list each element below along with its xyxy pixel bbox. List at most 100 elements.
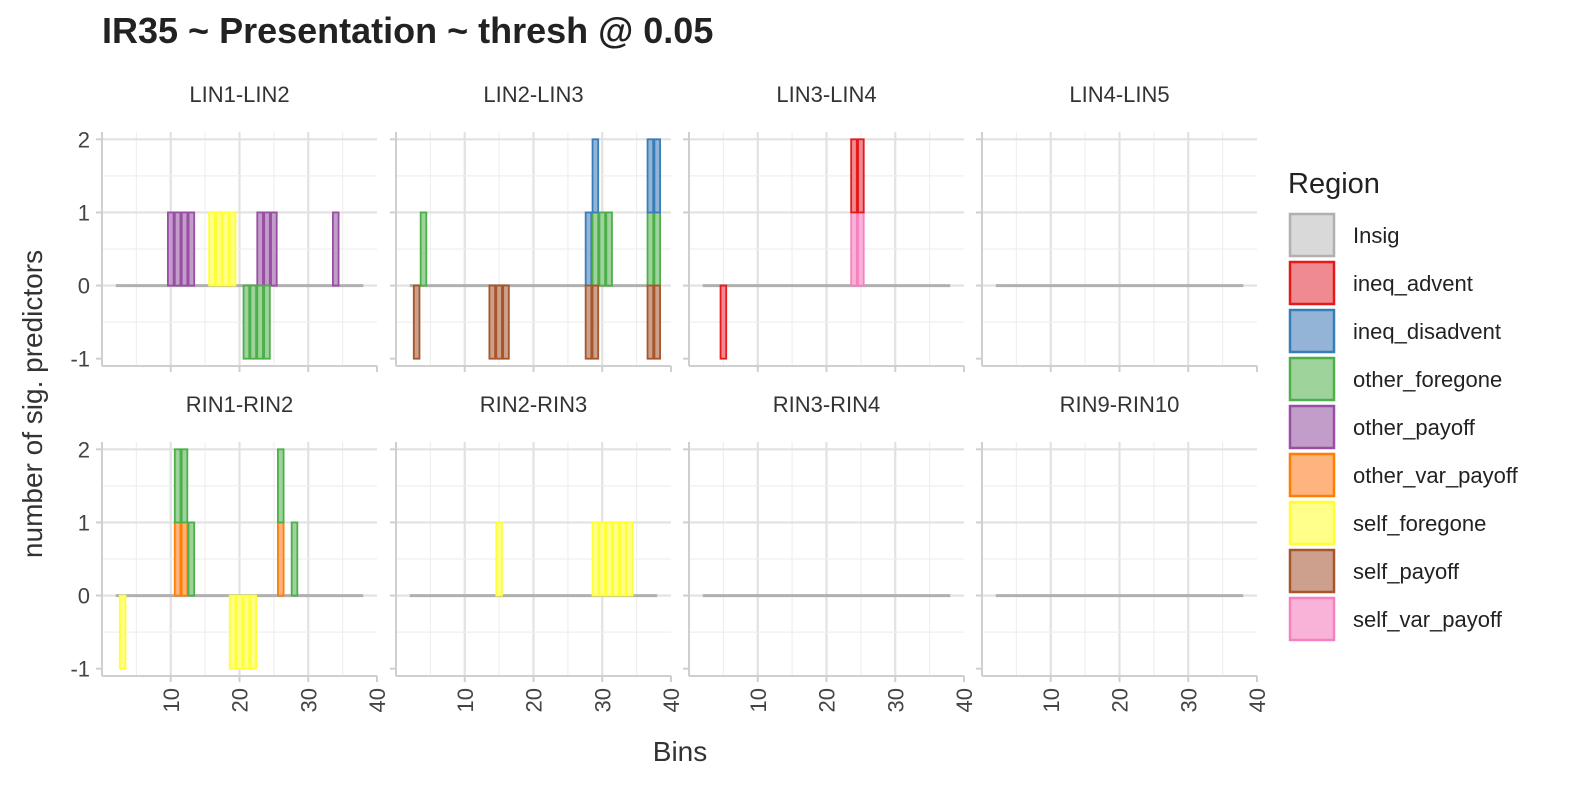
panels-layer: LIN1-LIN2 -1 0 1 2 LIN2-LIN3 LIN3-LIN4 LIN4-LIN… — [70, 82, 1270, 712]
bar-self_foregone-bin-18 — [222, 211, 230, 287]
bar-self_var_payoff-bin-24 — [850, 211, 858, 287]
legend-item-self_foregone: self_foregone — [1288, 500, 1486, 546]
bar-self_foregone-bin-15 — [495, 521, 503, 597]
panel-strip-label: RIN1-RIN2 — [186, 392, 294, 417]
legend-title: Region — [1288, 168, 1380, 200]
bar-self_foregone-bin-29 — [591, 521, 600, 597]
y-tick-label: 1 — [78, 200, 90, 225]
panel-rin3-rin4: RIN3-RIN4 10 20 30 40 — [683, 392, 977, 712]
bar-other_foregone-bin-21 — [242, 284, 251, 360]
legend: Insig ineq_advent ineq_disadvent other_fore… — [1288, 212, 1519, 642]
legend-item-other_foregone: other_foregone — [1288, 356, 1502, 402]
bar-other_foregone-bin-26 — [277, 448, 285, 524]
bar-self_foregone-bin-19 — [228, 211, 237, 287]
bar-ineq_advent-bin-5 — [719, 284, 728, 360]
x-tick-label: 10 — [159, 688, 184, 712]
bar-self_foregone-bin-17 — [215, 211, 223, 287]
panel-strip-label: RIN2-RIN3 — [480, 392, 588, 417]
panel-lin4-lin5: LIN4-LIN5 — [976, 82, 1258, 372]
x-tick-label: 10 — [1039, 688, 1064, 712]
bar-other_payoff-bin-10 — [167, 211, 175, 287]
legend-key — [1288, 500, 1336, 546]
x-tick-label: 20 — [228, 688, 253, 712]
panel-strip-label: RIN9-RIN10 — [1060, 392, 1180, 417]
y-tick-label: 0 — [78, 274, 90, 299]
bar-self_var_payoff-bin-25 — [857, 211, 865, 287]
bar-other_foregone-bin-24 — [263, 284, 271, 360]
bar-ineq_advent-bin-24 — [850, 138, 858, 214]
bar-other_foregone-bin-30 — [598, 211, 606, 287]
bar-other_foregone-bin-23 — [256, 284, 264, 360]
x-tick-label: 40 — [659, 688, 684, 712]
legend-label: self_payoff — [1353, 559, 1460, 584]
legend-item-other_var_payoff: other_var_payoff — [1288, 452, 1519, 498]
bar-other_foregone-bin-28 — [290, 521, 299, 597]
bar-self_payoff-bin-37 — [646, 284, 655, 360]
legend-key — [1288, 596, 1336, 642]
bar-self_foregone-bin-20 — [235, 594, 244, 670]
panel-rin9-rin10: RIN9-RIN10 10 20 30 40 — [976, 392, 1270, 712]
bar-other_foregone-bin-38 — [653, 211, 661, 287]
bar-other_payoff-bin-34 — [332, 211, 340, 287]
chart-title: IR35 ~ Presentation ~ thresh @ 0.05 — [102, 10, 714, 51]
legend-key — [1288, 212, 1336, 258]
legend-label: Insig — [1353, 223, 1399, 248]
panel-strip-label: LIN1-LIN2 — [189, 82, 289, 107]
bar-other_var_payoff-bin-12 — [180, 521, 189, 597]
bar-other_payoff-bin-12 — [180, 211, 189, 287]
bar-ineq_disadvent-bin-29 — [591, 138, 600, 214]
legend-item-self_payoff: self_payoff — [1288, 548, 1460, 594]
panel-lin3-lin4: LIN3-LIN4 — [683, 82, 965, 372]
bar-ineq_advent-bin-25 — [857, 138, 865, 214]
legend-label: self_foregone — [1353, 511, 1486, 536]
bar-ineq_disadvent-bin-37 — [646, 138, 655, 214]
bar-self_foregone-bin-34 — [626, 521, 634, 597]
legend-item-self_var_payoff: self_var_payoff — [1288, 596, 1503, 642]
legend-label: other_payoff — [1353, 415, 1476, 440]
panel-lin2-lin3: LIN2-LIN3 — [390, 82, 672, 372]
y-tick-label: 2 — [78, 437, 90, 462]
y-tick-label: -1 — [70, 657, 90, 682]
legend-key — [1288, 452, 1336, 498]
x-axis-title: Bins — [653, 736, 707, 767]
gridlines — [982, 442, 1257, 676]
legend-key — [1288, 548, 1336, 594]
y-tick-label: 2 — [78, 127, 90, 152]
bar-self_payoff-bin-28 — [584, 284, 593, 360]
bar-self_foregone-bin-30 — [598, 521, 606, 597]
y-axis-title: number of sig. predictors — [17, 250, 48, 558]
bar-other_foregone-bin-13 — [187, 521, 196, 597]
gridlines — [982, 132, 1257, 366]
bar-other_payoff-bin-13 — [187, 211, 196, 287]
bar-self_payoff-bin-3 — [412, 284, 421, 360]
x-tick-label: 40 — [1245, 688, 1270, 712]
bar-other_payoff-bin-24 — [263, 211, 271, 287]
legend-item-ineq_disadvent: ineq_disadvent — [1288, 308, 1501, 354]
y-tick-label: 1 — [78, 510, 90, 535]
legend-item-ineq_advent: ineq_advent — [1288, 260, 1473, 306]
panel-strip-label: LIN3-LIN4 — [776, 82, 876, 107]
legend-label: other_foregone — [1353, 367, 1502, 392]
y-tick-label: -1 — [70, 347, 90, 372]
x-tick-label: 20 — [522, 688, 547, 712]
panel-strip-label: LIN2-LIN3 — [483, 82, 583, 107]
bar-self_foregone-bin-19 — [228, 594, 237, 670]
panel-strip-label: LIN4-LIN5 — [1069, 82, 1169, 107]
x-tick-label: 40 — [952, 688, 977, 712]
y-tick-label: 0 — [78, 584, 90, 609]
x-tick-label: 10 — [746, 688, 771, 712]
x-tick-label: 30 — [883, 688, 908, 712]
legend-label: ineq_advent — [1353, 271, 1473, 296]
bar-other_var_payoff-bin-26 — [277, 521, 285, 597]
bar-self_payoff-bin-16 — [502, 284, 510, 360]
x-tick-label: 30 — [590, 688, 615, 712]
x-tick-label: 30 — [296, 688, 321, 712]
bar-self_payoff-bin-29 — [591, 284, 600, 360]
bar-self_payoff-bin-38 — [653, 284, 661, 360]
gridlines — [689, 442, 964, 676]
legend-key — [1288, 308, 1336, 354]
bar-self_foregone-bin-3 — [118, 594, 127, 670]
legend-key — [1288, 356, 1336, 402]
panel-strip-label: RIN3-RIN4 — [773, 392, 881, 417]
